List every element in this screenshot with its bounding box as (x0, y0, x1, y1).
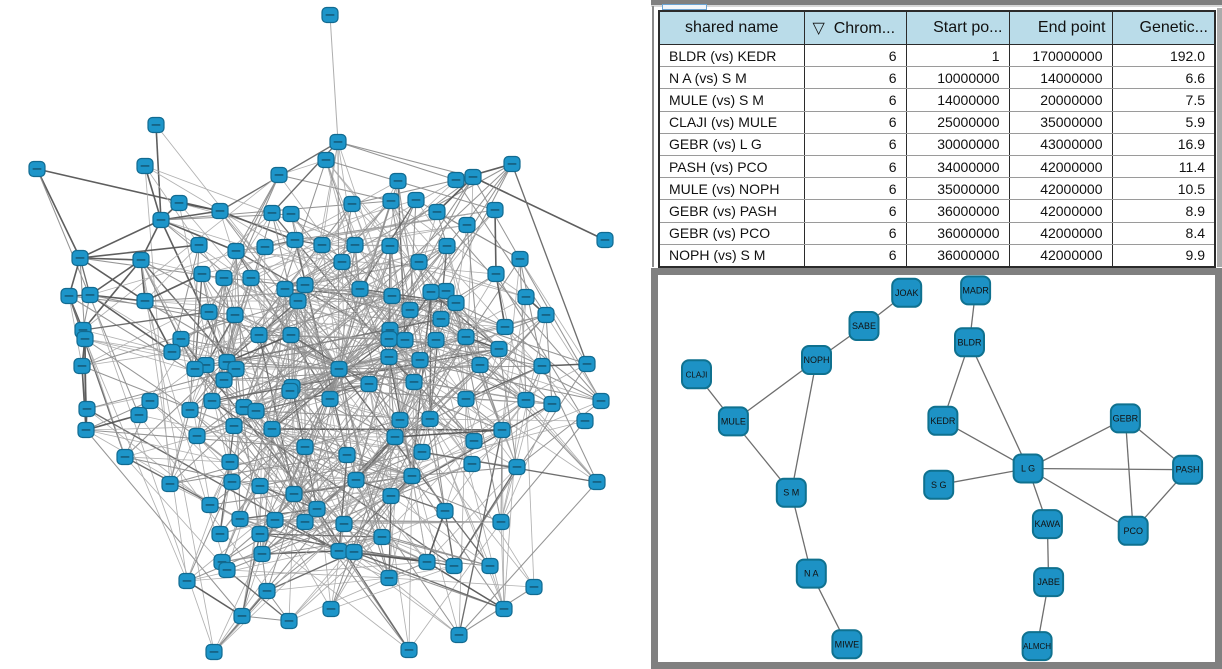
svg-text:JOAK: JOAK (895, 288, 919, 298)
svg-text:GEBR: GEBR (1113, 413, 1139, 423)
svg-text:BLDR: BLDR (957, 337, 982, 347)
svg-text:MIWE: MIWE (835, 639, 860, 649)
svg-text:L G: L G (1021, 464, 1035, 474)
svg-text:KAWA: KAWA (1034, 519, 1060, 529)
svg-text:NOPH: NOPH (803, 355, 829, 365)
svg-text:KEDR: KEDR (930, 416, 956, 426)
svg-text:N A: N A (804, 569, 819, 579)
svg-text:PCO: PCO (1123, 526, 1143, 536)
svg-text:S G: S G (931, 480, 947, 490)
svg-text:JABE: JABE (1037, 577, 1060, 587)
svg-text:MADR: MADR (962, 285, 989, 295)
svg-text:SABE: SABE (852, 321, 876, 331)
svg-text:ALMCH: ALMCH (1023, 642, 1051, 651)
svg-text:S M: S M (783, 488, 799, 498)
svg-text:PASH: PASH (1176, 465, 1200, 475)
svg-text:MULE: MULE (721, 416, 746, 426)
svg-text:CLAJI: CLAJI (686, 370, 708, 379)
